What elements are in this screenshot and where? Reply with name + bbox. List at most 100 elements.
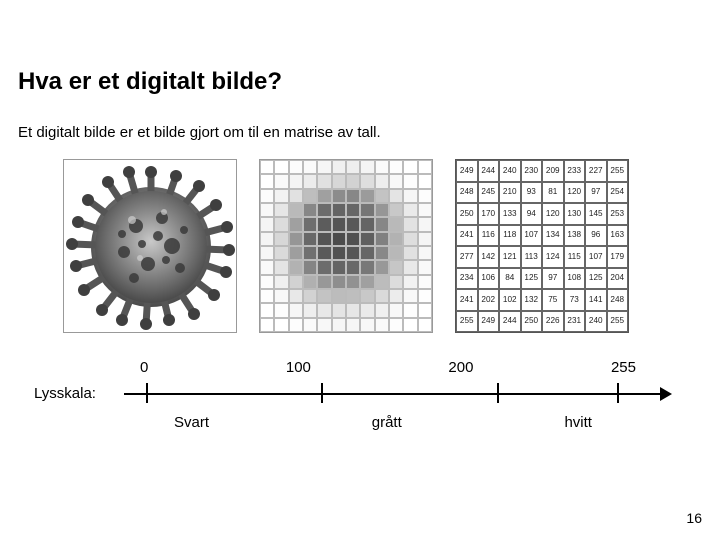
page-number: 16 [686,510,702,526]
pixel-cell [332,160,346,174]
matrix-cell: 107 [521,225,543,247]
pixel-cell [332,318,346,332]
pixel-cell [389,189,403,203]
pixel-cell [289,275,303,289]
pixel-cell [403,246,417,260]
scale-axis [124,382,672,404]
matrix-table: 2492442402302092332272552482452109381120… [455,159,629,333]
pixel-cell [289,318,303,332]
pixel-cell [403,232,417,246]
pixel-cell [418,189,432,203]
pixel-cell [274,318,288,332]
pixel-cell [274,174,288,188]
pixel-cell [346,246,360,260]
pixel-cell [303,189,317,203]
pixel-cell [360,203,374,217]
pixel-cell [403,160,417,174]
subtitle-text: Et digitalt bilde er et bilde gjort om t… [18,124,702,141]
pixel-cell [274,246,288,260]
pixel-cell [274,189,288,203]
pixel-cell [303,232,317,246]
matrix-cell: 248 [607,289,629,311]
pixel-cell [317,160,331,174]
pixel-cell [418,260,432,274]
pixel-cell [303,160,317,174]
pixel-cell [274,303,288,317]
matrix-cell: 108 [564,268,586,290]
matrix-cell: 240 [499,160,521,182]
pixel-cell [332,189,346,203]
matrix-cell: 250 [456,203,478,225]
pixel-cell [274,203,288,217]
matrix-cell: 145 [585,203,607,225]
pixel-cell [260,246,274,260]
matrix-cell: 93 [521,182,543,204]
pixel-cell [360,246,374,260]
matrix-cell: 244 [478,160,500,182]
pixel-cell [346,260,360,274]
pixel-cell [317,303,331,317]
matrix-cell: 138 [564,225,586,247]
pixel-cell [375,160,389,174]
virus-image [63,159,237,333]
pixel-cell [346,289,360,303]
pixel-cell [332,203,346,217]
pixel-grid-image [259,159,433,333]
pixel-cell [403,303,417,317]
matrix-cell: 209 [542,160,564,182]
pixel-cell [303,303,317,317]
matrix-cell: 233 [564,160,586,182]
pixel-cell [332,217,346,231]
pixel-cell [332,275,346,289]
pixel-cell [303,275,317,289]
pixel-cell [418,232,432,246]
pixel-cell [403,318,417,332]
matrix-cell: 81 [542,182,564,204]
matrix-cell: 115 [564,246,586,268]
matrix-cell: 249 [456,160,478,182]
pixel-cell [289,303,303,317]
matrix-cell: 244 [499,311,521,333]
matrix-cell: 116 [478,225,500,247]
matrix-cell: 230 [521,160,543,182]
luminance-scale: 0 100 200 255 Lysskala: Svart grått hvit… [34,359,672,431]
matrix-cell: 125 [585,268,607,290]
matrix-cell: 142 [478,246,500,268]
pixel-cell [317,289,331,303]
tick-100: 100 [286,359,311,376]
matrix-cell: 253 [607,203,629,225]
matrix-cell: 124 [542,246,564,268]
pixel-cell [418,289,432,303]
pixel-cell [375,289,389,303]
pixel-cell [274,217,288,231]
label-grey: grått [372,414,402,431]
pixel-cell [403,174,417,188]
label-white: hvitt [564,414,592,431]
pixel-cell [260,260,274,274]
pixel-cell [360,217,374,231]
pixel-cell [274,275,288,289]
pixel-cell [418,217,432,231]
pixel-cell [389,246,403,260]
pixel-cell [289,217,303,231]
pixel-cell [389,289,403,303]
pixel-cell [346,203,360,217]
pixel-cell [303,203,317,217]
matrix-cell: 96 [585,225,607,247]
pixel-cell [274,160,288,174]
pixel-cell [360,260,374,274]
pixel-cell [317,217,331,231]
matrix-cell: 118 [499,225,521,247]
pixel-cell [260,232,274,246]
matrix-cell: 255 [607,311,629,333]
pixel-cell [360,275,374,289]
pixel-cell [375,203,389,217]
matrix-cell: 130 [564,203,586,225]
pixel-cell [289,289,303,303]
pixel-cell [346,318,360,332]
pixel-cell [375,232,389,246]
pixel-cell [418,318,432,332]
scale-tick-labels: 0 100 200 255 [34,359,672,376]
axis-tick [497,383,499,403]
pixel-cell [403,275,417,289]
